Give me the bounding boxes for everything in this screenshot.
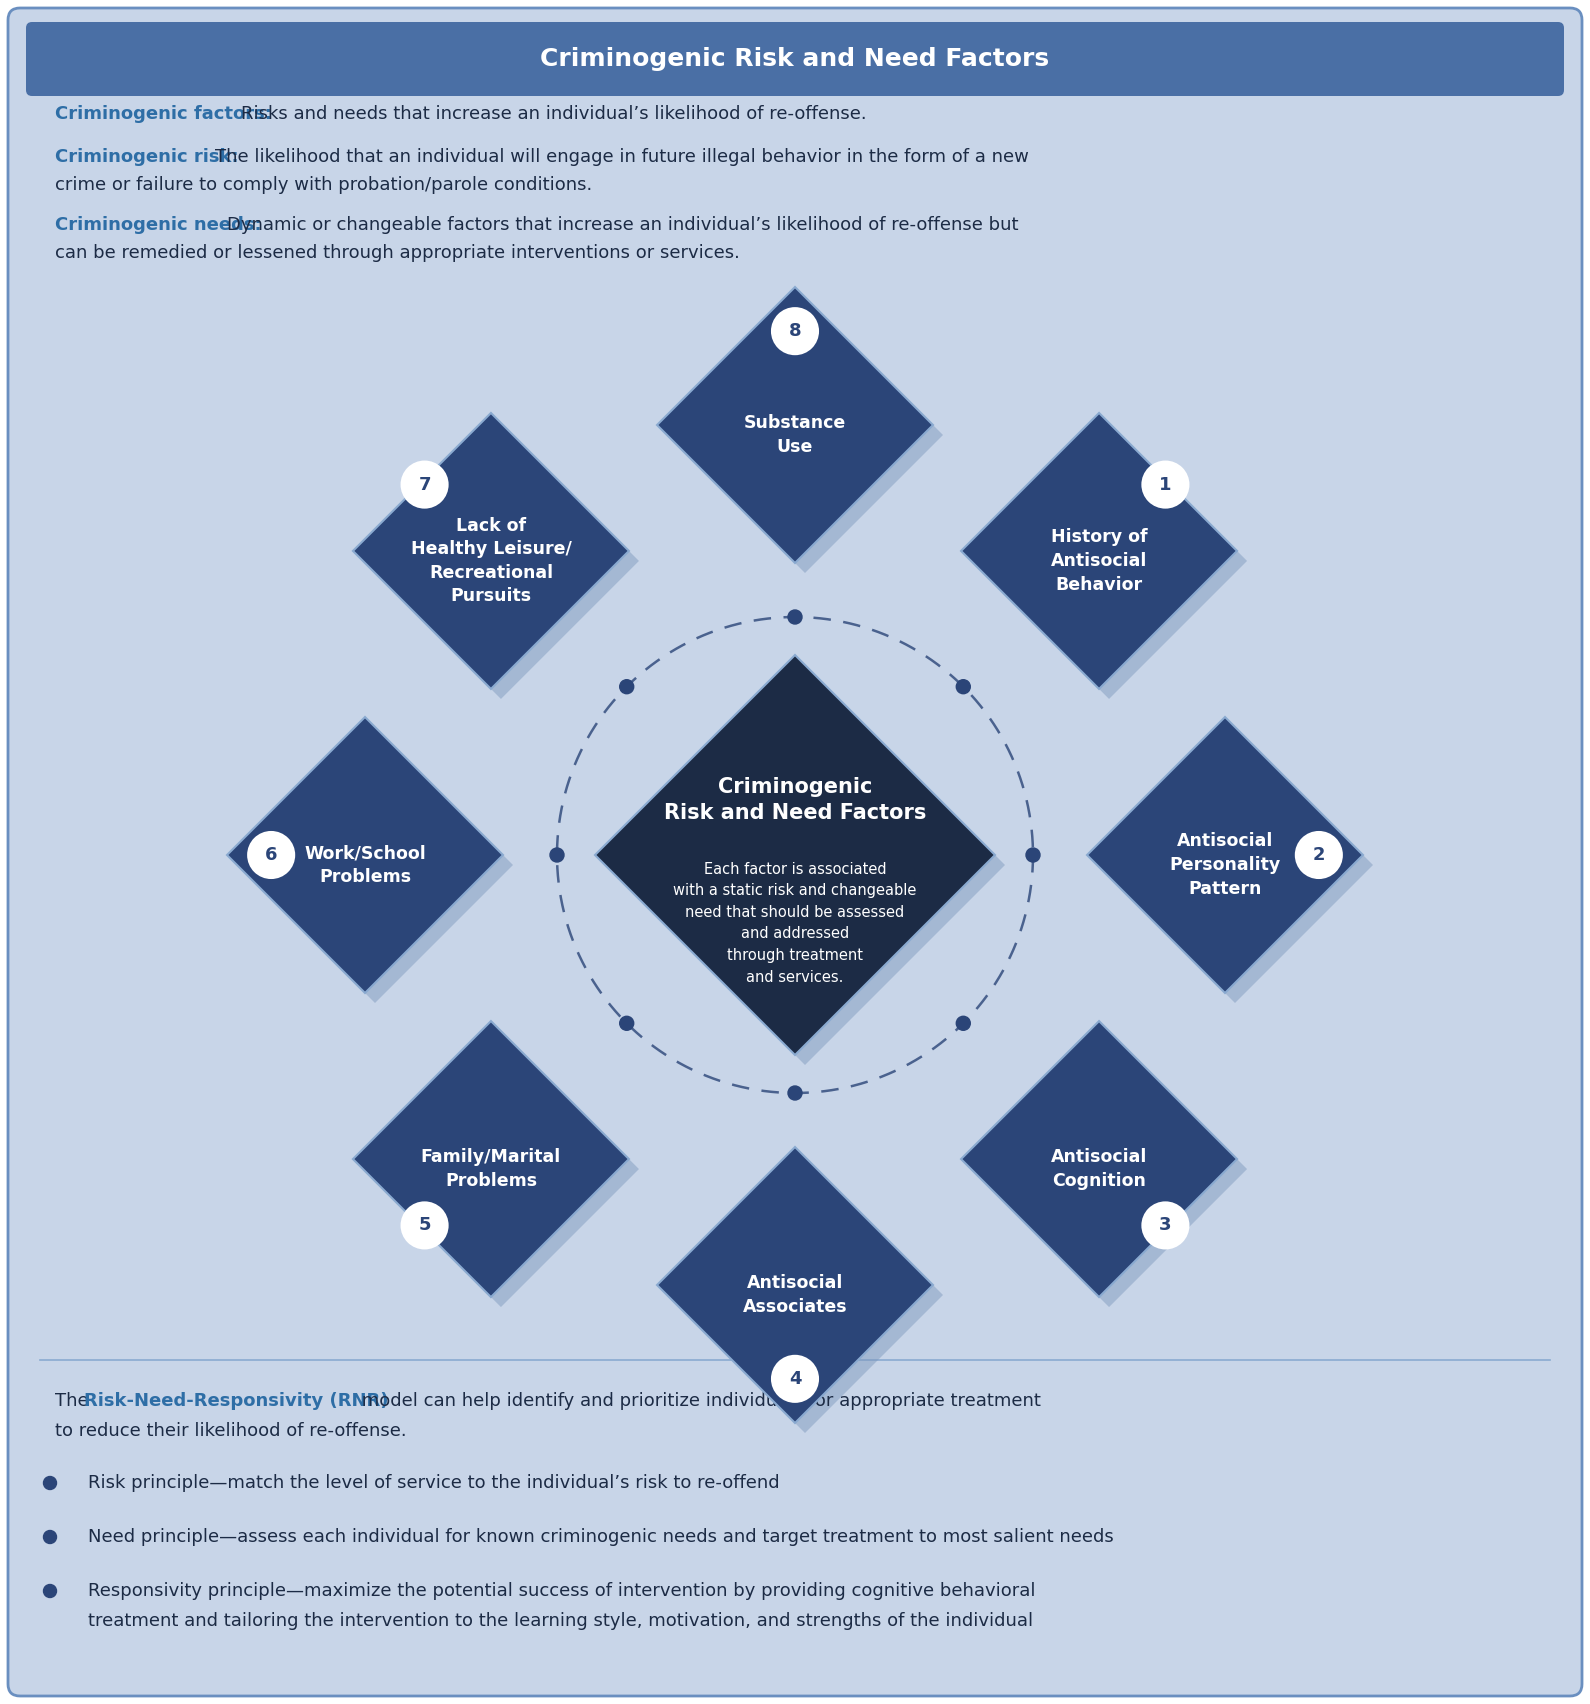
Text: Risks and needs that increase an individual’s likelihood of re-offense.: Risks and needs that increase an individ… [242,106,867,123]
Circle shape [43,1476,57,1489]
Text: 3: 3 [1159,1217,1172,1234]
Text: Dynamic or changeable factors that increase an individual’s likelihood of re-off: Dynamic or changeable factors that incre… [227,216,1019,233]
Circle shape [43,1530,57,1544]
Text: 5: 5 [418,1217,431,1234]
Polygon shape [237,728,514,1004]
Circle shape [789,1085,801,1101]
Circle shape [402,462,448,508]
Polygon shape [971,423,1247,699]
Text: Criminogenic
Risk and Need Factors: Criminogenic Risk and Need Factors [663,777,927,823]
Polygon shape [353,412,630,688]
Text: 4: 4 [789,1370,801,1387]
Circle shape [773,308,817,354]
Text: to reduce their likelihood of re-offense.: to reduce their likelihood of re-offense… [56,1423,407,1440]
Circle shape [789,610,801,624]
Text: Substance
Use: Substance Use [744,414,846,455]
Circle shape [402,1203,448,1249]
Text: Antisocial
Cognition: Antisocial Cognition [1051,1148,1148,1189]
Text: Family/Marital
Problems: Family/Marital Problems [421,1148,561,1189]
Text: treatment and tailoring the intervention to the learning style, motivation, and : treatment and tailoring the intervention… [87,1612,1034,1631]
Circle shape [620,680,634,694]
Text: Criminogenic needs:: Criminogenic needs: [56,216,262,233]
Text: Criminogenic Risk and Need Factors: Criminogenic Risk and Need Factors [541,48,1049,72]
Polygon shape [1088,717,1363,993]
Polygon shape [353,1021,630,1297]
FancyBboxPatch shape [8,9,1582,1695]
Text: The: The [56,1392,94,1409]
Text: Criminogenic factors:: Criminogenic factors: [56,106,272,123]
Text: Each factor is associated
with a static risk and changeable
need that should be : Each factor is associated with a static … [673,862,917,985]
Circle shape [248,832,294,878]
Text: can be remedied or lessened through appropriate interventions or services.: can be remedied or lessened through appr… [56,244,739,262]
Polygon shape [657,286,933,562]
Text: 1: 1 [1159,475,1172,494]
Circle shape [1296,832,1342,878]
Circle shape [1142,462,1188,508]
Polygon shape [657,1147,933,1423]
Polygon shape [363,423,639,699]
Circle shape [43,1585,57,1598]
Polygon shape [666,1157,943,1433]
Text: 6: 6 [266,845,277,864]
Text: Criminogenic risk:: Criminogenic risk: [56,148,238,165]
Circle shape [620,1016,634,1031]
Text: Work/School
Problems: Work/School Problems [304,843,426,886]
Polygon shape [595,654,995,1055]
Text: 2: 2 [1313,845,1324,864]
Text: Antisocial
Associates: Antisocial Associates [743,1275,847,1315]
Text: History of
Antisocial
Behavior: History of Antisocial Behavior [1051,528,1148,593]
Circle shape [773,1356,817,1402]
Polygon shape [666,296,943,573]
Polygon shape [971,1031,1247,1307]
Text: Risk principle—match the level of service to the individual’s risk to re-offend: Risk principle—match the level of servic… [87,1474,779,1493]
Text: The likelihood that an individual will engage in future illegal behavior in the : The likelihood that an individual will e… [215,148,1029,165]
Text: Risk-Need-Responsivity (RNR): Risk-Need-Responsivity (RNR) [84,1392,388,1409]
Text: 7: 7 [418,475,431,494]
Polygon shape [1097,728,1374,1004]
Polygon shape [363,1031,639,1307]
Text: model can help identify and prioritize individuals for appropriate treatment: model can help identify and prioritize i… [356,1392,1041,1409]
Polygon shape [960,412,1237,688]
Circle shape [956,680,970,694]
Polygon shape [606,665,1005,1065]
Circle shape [1142,1203,1188,1249]
Text: crime or failure to comply with probation/parole conditions.: crime or failure to comply with probatio… [56,176,591,194]
Text: Need principle—assess each individual for known criminogenic needs and target tr: Need principle—assess each individual fo… [87,1528,1113,1546]
Polygon shape [227,717,502,993]
Circle shape [956,1016,970,1031]
Text: Antisocial
Personality
Pattern: Antisocial Personality Pattern [1169,832,1280,898]
Text: 8: 8 [789,322,801,341]
Text: Responsivity principle—maximize the potential success of intervention by providi: Responsivity principle—maximize the pote… [87,1581,1035,1600]
Text: Lack of
Healthy Leisure/
Recreational
Pursuits: Lack of Healthy Leisure/ Recreational Pu… [410,516,571,605]
Circle shape [550,849,564,862]
Circle shape [1026,849,1040,862]
Polygon shape [960,1021,1237,1297]
FancyBboxPatch shape [25,22,1565,95]
